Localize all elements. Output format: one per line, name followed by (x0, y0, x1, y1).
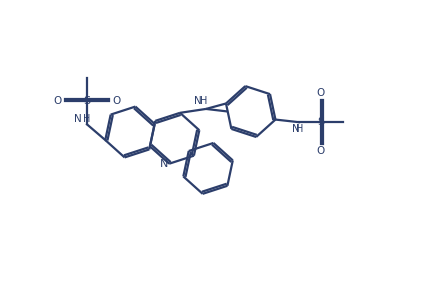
Text: S: S (318, 117, 324, 127)
Text: O: O (317, 88, 325, 98)
Text: O: O (54, 96, 62, 106)
Text: H: H (296, 124, 304, 134)
Text: O: O (317, 146, 325, 156)
Text: H: H (83, 115, 91, 125)
Text: N: N (194, 96, 202, 106)
Text: S: S (83, 96, 91, 106)
Text: H: H (200, 96, 208, 106)
Text: O: O (112, 96, 120, 106)
Text: N: N (74, 115, 82, 125)
Text: N: N (292, 124, 300, 134)
Text: N: N (160, 159, 168, 169)
